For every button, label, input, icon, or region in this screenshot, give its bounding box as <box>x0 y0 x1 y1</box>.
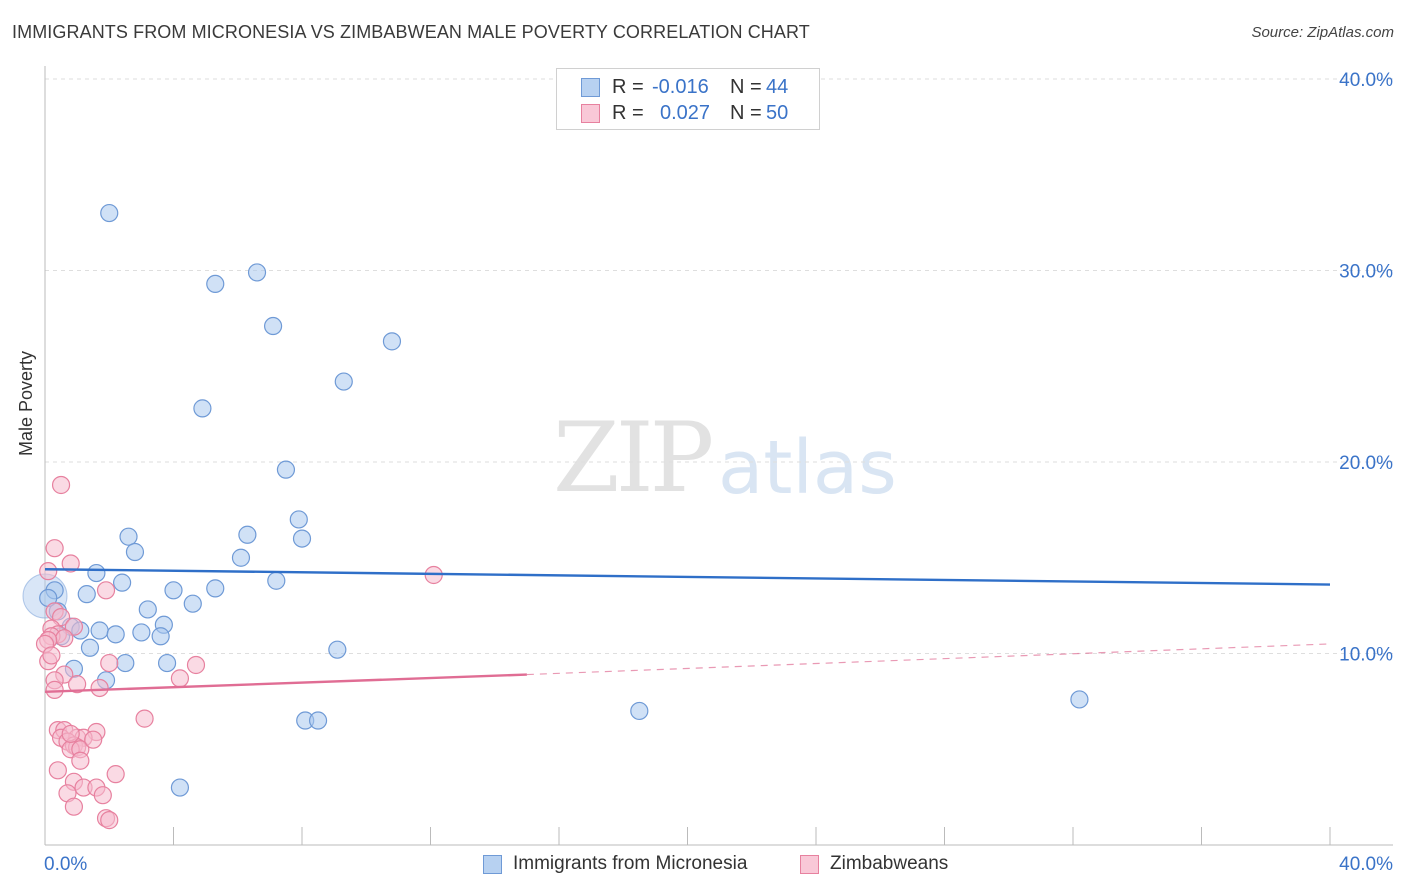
zimbabwean-point <box>100 811 119 830</box>
n-label: N = <box>730 101 762 124</box>
micronesia-point <box>132 623 151 642</box>
micronesia-trend-line <box>44 568 1331 586</box>
y-tick-label: 10.0% <box>1339 645 1393 666</box>
zimbabwean-point <box>170 669 190 688</box>
micronesia-point <box>292 529 312 548</box>
bottom-legend-zimbabweans: Zimbabweans <box>800 851 948 877</box>
micronesia-point <box>193 399 212 418</box>
legend-row-zimbabweans: R = 0.027 N = 50 <box>581 100 788 126</box>
micronesia-point <box>77 585 96 604</box>
micronesia-point <box>125 542 145 562</box>
micronesia-point <box>183 594 202 613</box>
stats-legend: R = -0.016 N = 44 R = 0.027 N = 50 <box>556 68 820 130</box>
blue-swatch-icon <box>581 77 600 97</box>
x-tick-label: 0.0% <box>44 854 87 875</box>
bottom-legend-label: Immigrants from Micronesia <box>513 853 748 874</box>
y-axis-label: Male Poverty <box>16 350 36 456</box>
zimbabwean-trend-line <box>44 673 527 693</box>
watermark-atlas: atlas <box>718 425 897 511</box>
n-label: N = <box>730 75 762 98</box>
r-label: R = <box>612 101 644 124</box>
micronesia-point <box>116 653 135 673</box>
micronesia-point <box>247 263 267 282</box>
micronesia-point <box>138 600 157 619</box>
zimbabwean-trend-line <box>526 643 1331 676</box>
chart-title: IMMIGRANTS FROM MICRONESIA VS ZIMBABWEAN… <box>12 22 810 42</box>
zimbabwean-point <box>90 678 109 698</box>
n-value: 50 <box>766 101 789 124</box>
zimbabwean-point <box>64 797 84 816</box>
blue-swatch-icon <box>483 854 502 874</box>
zimbabwean-point <box>96 581 116 600</box>
r-value: -0.016 <box>652 75 709 98</box>
y-tick-label: 20.0% <box>1339 453 1393 474</box>
micronesia-point <box>90 621 109 640</box>
zimbabwean-point <box>42 646 61 665</box>
bottom-legend-label: Zimbabweans <box>830 853 949 874</box>
zimbabwean-point <box>45 680 64 699</box>
zimbabwean-point <box>48 761 67 780</box>
x-tick-label: 40.0% <box>1339 854 1393 875</box>
micronesia-point <box>87 563 106 583</box>
micronesia-point <box>276 460 296 479</box>
micronesia-point <box>630 701 649 721</box>
micronesia-point <box>119 527 138 546</box>
zimbabwean-point <box>93 786 112 805</box>
n-value: 44 <box>766 75 789 98</box>
micronesia-point <box>151 627 170 646</box>
zimbabwean-point <box>45 539 64 558</box>
micronesia-point <box>308 711 328 730</box>
y-tick-label: 40.0% <box>1339 70 1393 91</box>
zimbabwean-point <box>186 655 206 675</box>
micronesia-point <box>1070 690 1089 709</box>
r-label: R = <box>612 75 644 98</box>
zimbabwean-point <box>61 554 80 573</box>
zimbabwean-point <box>68 675 87 694</box>
micronesia-point <box>334 372 353 391</box>
micronesia-point <box>170 778 190 797</box>
micronesia-point <box>382 332 402 351</box>
micronesia-point <box>100 203 119 223</box>
micronesia-point <box>206 274 225 294</box>
micronesia-point <box>106 625 125 644</box>
pink-swatch-icon <box>581 103 600 123</box>
zimbabwean-point <box>135 709 154 728</box>
zimbabwean-point <box>106 765 125 784</box>
zimbabwean-point <box>71 751 90 770</box>
micronesia-point <box>157 653 177 673</box>
r-value: 0.027 <box>660 101 711 124</box>
zimbabwean-point <box>39 562 58 581</box>
zimbabwean-point <box>61 724 80 744</box>
bottom-legend-micronesia: Immigrants from Micronesia <box>483 851 747 877</box>
micronesia-point <box>231 548 251 567</box>
legend-row-micronesia: R = -0.016 N = 44 <box>581 74 788 100</box>
watermark-zip: ZIP <box>553 402 714 514</box>
micronesia-point <box>206 579 225 598</box>
micronesia-point <box>164 581 183 600</box>
micronesia-point <box>289 510 308 529</box>
micronesia-point <box>263 316 283 336</box>
pink-swatch-icon <box>800 854 819 874</box>
zimbabwean-point <box>55 629 74 648</box>
micronesia-point <box>267 571 286 590</box>
zimbabwean-point <box>100 653 119 673</box>
micronesia-point <box>328 640 347 659</box>
y-tick-label: 30.0% <box>1339 262 1393 283</box>
zimbabwean-point <box>84 730 103 749</box>
micronesia-point <box>112 573 132 592</box>
zimbabwean-point <box>51 475 71 495</box>
source-label: Source: ZipAtlas.com <box>1251 24 1394 41</box>
micronesia-point <box>238 525 257 544</box>
micronesia-point <box>80 638 100 657</box>
